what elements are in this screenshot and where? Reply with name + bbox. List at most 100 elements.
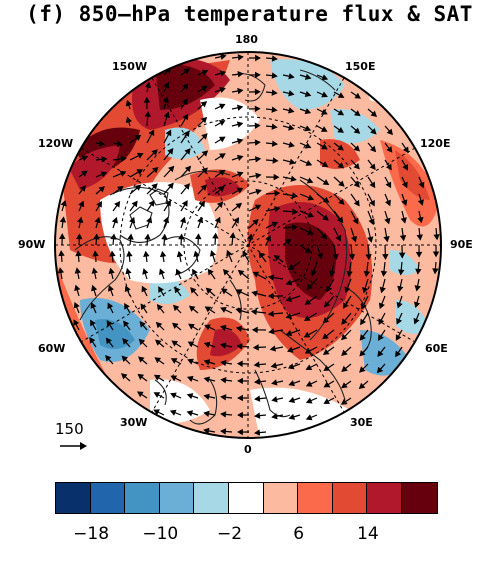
- flux-vector-head: [416, 234, 423, 241]
- flux-vector-head: [109, 250, 116, 257]
- flux-vector-head: [385, 163, 392, 171]
- flux-vector-head: [139, 321, 146, 328]
- flux-vector-head: [237, 377, 243, 385]
- lon-label-90e: 90E: [450, 238, 473, 251]
- flux-vector-head: [321, 91, 328, 98]
- flux-vector-head: [253, 361, 260, 368]
- flux-vector-head: [321, 108, 328, 115]
- flux-vector-head: [342, 302, 349, 309]
- colorbar-tick-label: 14: [357, 524, 379, 544]
- flux-vector-head: [350, 235, 358, 243]
- flux-vector-head: [159, 250, 167, 258]
- flux-vector-head: [92, 250, 99, 257]
- flux-vector-head: [377, 334, 384, 341]
- flux-vector-head: [386, 128, 393, 136]
- flux-vector-head: [271, 106, 278, 113]
- flux-vector-head: [338, 198, 345, 206]
- flux-vector-head: [190, 287, 197, 294]
- flux-vector-head: [271, 140, 279, 147]
- flux-vector-head: [174, 286, 181, 294]
- flux-vector-head: [212, 232, 219, 239]
- flux-vector-head: [216, 201, 224, 208]
- flux-vector-head: [203, 427, 210, 435]
- flux-vector-head: [186, 375, 194, 382]
- flux-vector-head: [127, 233, 134, 240]
- flux-vector-head: [337, 126, 344, 133]
- flux-vector-head: [414, 285, 421, 292]
- flux-vector-head: [401, 199, 408, 206]
- flux-vector-head: [236, 343, 243, 350]
- flux-vector-head: [353, 199, 360, 207]
- flux-vector-head: [353, 145, 360, 152]
- flux-vector-head: [386, 146, 393, 153]
- lon-label-30e: 30E: [350, 416, 373, 429]
- flux-vector-head: [242, 250, 249, 258]
- flux-vector-head: [171, 340, 178, 347]
- flux-vector-head: [220, 342, 227, 349]
- flux-vector-head: [396, 318, 403, 325]
- flux-vector-head: [254, 71, 261, 79]
- flux-vector-head: [383, 236, 390, 243]
- flux-vector-head: [192, 268, 198, 276]
- flux-vector-head: [316, 252, 324, 260]
- flux-vector-head: [158, 286, 164, 293]
- flux-vector-head: [226, 249, 233, 257]
- flux-vector-head: [337, 162, 345, 169]
- flux-vector-head: [304, 108, 312, 115]
- flux-vector-head: [369, 145, 377, 153]
- flux-vector-head: [148, 200, 155, 207]
- flux-vector-head: [361, 303, 367, 310]
- flux-vector-head: [167, 148, 174, 155]
- flux-vector-head: [107, 302, 114, 310]
- flux-vector-head: [352, 217, 359, 225]
- flux-vector-head: [59, 216, 67, 223]
- flux-vector-head: [328, 270, 336, 277]
- flux-vector-head: [220, 411, 227, 418]
- colorbar-cell: [298, 483, 333, 513]
- graticule: [55, 52, 441, 438]
- flux-vector-head: [220, 53, 227, 60]
- flux-vector-head: [255, 188, 262, 195]
- flux-vector-head: [146, 216, 153, 224]
- flux-vector-head: [402, 163, 409, 171]
- flux-vector-head: [201, 150, 209, 157]
- flux-vector-head: [237, 269, 245, 277]
- flux-vector-head: [178, 233, 185, 240]
- flux-vector-head: [143, 96, 151, 103]
- flux-vector-head: [251, 326, 258, 334]
- flux-vector-head: [236, 154, 244, 161]
- flux-vector-head: [378, 318, 385, 325]
- flux-vector-head: [320, 126, 328, 132]
- flux-vector-head: [137, 373, 145, 380]
- flux-vector-head: [307, 211, 315, 218]
- flux-vector-head: [286, 346, 294, 353]
- flux-vector-head: [236, 428, 243, 436]
- flux-vector-head: [163, 81, 170, 89]
- flux-vector-head: [142, 268, 149, 275]
- flux-vector-head: [236, 138, 244, 145]
- flux-vector-head: [111, 216, 118, 224]
- colorbar-cell: [228, 483, 264, 513]
- flux-vector-head: [93, 233, 100, 240]
- flux-vector-head: [359, 350, 366, 357]
- flux-vector-head: [167, 182, 174, 190]
- flux-vector-head: [322, 348, 330, 355]
- flux-vector-head: [125, 116, 132, 124]
- flux-vector-head: [305, 160, 313, 166]
- flux-vector-head: [252, 271, 260, 278]
- flux-vector-head: [237, 394, 243, 402]
- flux-vector-head: [385, 181, 392, 189]
- flux-vector-head: [254, 105, 261, 113]
- flux-vector-head: [254, 429, 261, 436]
- flux-vector-head: [417, 216, 424, 224]
- flux-vector-head: [378, 302, 385, 310]
- flux-vector-head: [218, 169, 226, 176]
- flux-vector-head: [125, 267, 132, 275]
- flux-vector-head: [398, 252, 406, 259]
- flux-vector-head: [121, 355, 128, 363]
- flux-vector-head: [106, 319, 113, 327]
- flux-vector-head: [358, 382, 366, 390]
- flux-vector-head: [155, 321, 163, 329]
- flux-vector-head: [285, 330, 293, 337]
